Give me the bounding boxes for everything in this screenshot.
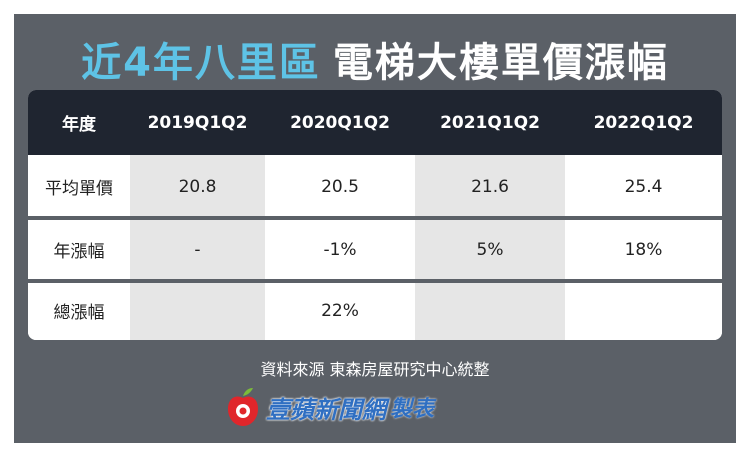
title-rest: 電梯大樓單價漲幅 — [332, 40, 669, 86]
table-cell — [415, 281, 565, 340]
panel: 近4年八里區 電梯大樓單價漲幅 年度 2019Q1Q2 2020Q1Q2 2021Q1Q… — [14, 14, 736, 443]
made-by: 製表 — [390, 397, 435, 422]
brand: 壹蘋新聞網 — [266, 395, 386, 424]
table-cell: 18% — [565, 218, 722, 281]
title-highlight: 近4年八里區 — [81, 40, 321, 86]
column-header: 2021Q1Q2 — [415, 90, 565, 155]
column-header: 2019Q1Q2 — [130, 90, 265, 155]
row-header: 總漲幅 — [28, 281, 130, 340]
logo-icon — [228, 388, 258, 426]
table-cell: 5% — [415, 218, 565, 281]
column-header: 年度 — [28, 90, 130, 155]
row-separator — [28, 279, 722, 283]
table-cell: - — [130, 218, 265, 281]
title: 近4年八里區 電梯大樓單價漲幅 — [14, 30, 736, 88]
table-cell: 20.5 — [265, 155, 415, 218]
row-header: 年漲幅 — [28, 218, 130, 281]
table-cell — [565, 281, 722, 340]
table: 年度 2019Q1Q2 2020Q1Q2 2021Q1Q2 2022Q1Q2 平均單價 20… — [28, 90, 722, 340]
row-header: 平均單價 — [28, 155, 130, 218]
source: 資料來源 東森房屋研究中心統整 — [260, 360, 490, 379]
table-cell: 21.6 — [415, 155, 565, 218]
row-separator — [28, 216, 722, 220]
table-cell: 25.4 — [565, 155, 722, 218]
table-cell: 22% — [265, 281, 415, 340]
table-cell: -1% — [265, 218, 415, 281]
table-cell — [130, 281, 265, 340]
column-header: 2020Q1Q2 — [265, 90, 415, 155]
logo: 壹蘋新聞網 製表 — [226, 384, 434, 430]
table-cell: 20.8 — [130, 155, 265, 218]
column-header: 2022Q1Q2 — [565, 90, 722, 155]
